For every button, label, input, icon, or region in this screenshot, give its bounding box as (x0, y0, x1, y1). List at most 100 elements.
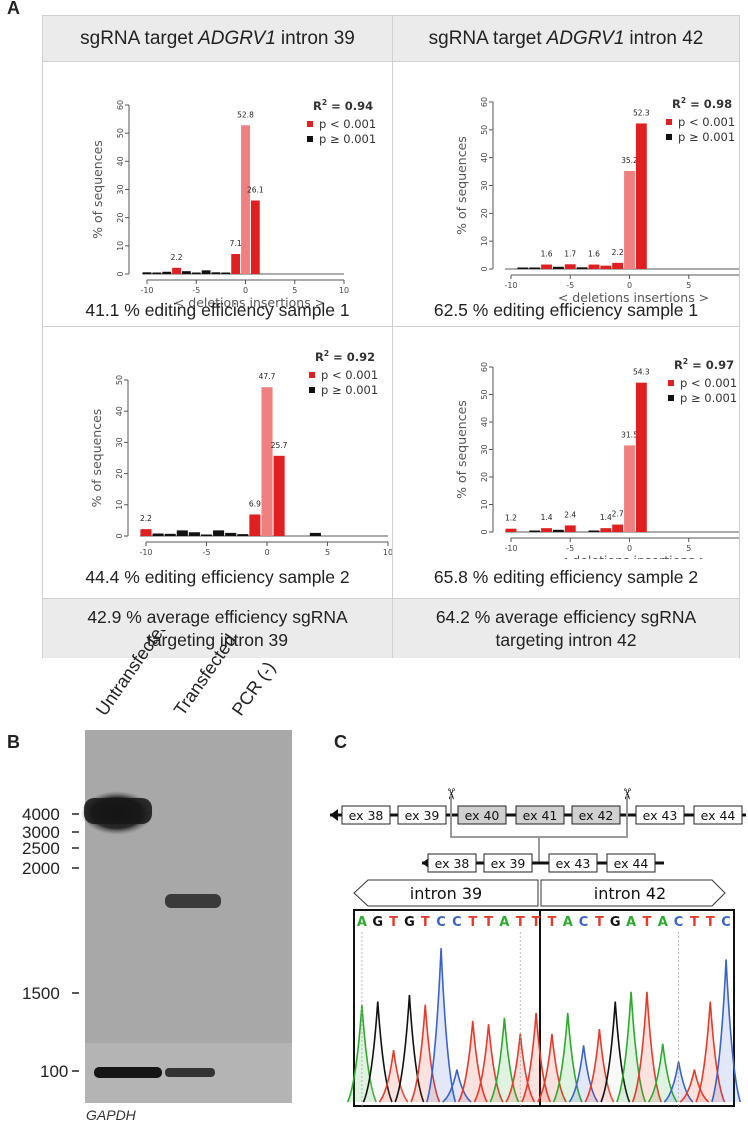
bar (164, 533, 176, 536)
legend-swatch (307, 136, 313, 142)
legend-entry: p ≥ 0.001 (319, 132, 376, 146)
bar (261, 387, 273, 536)
trace-peak (410, 1004, 441, 1103)
bar (231, 254, 241, 274)
exon-label: ex 43 (643, 808, 678, 823)
gene-name: ADGRV1 (198, 27, 276, 49)
bar (250, 200, 260, 274)
y-tick-label: 40 (116, 156, 125, 166)
r-squared-symbol: R (313, 99, 322, 113)
bar-value-label: 2.4 (564, 510, 576, 519)
lane-label: Untransfected (92, 630, 173, 719)
bar-value-label: 52.3 (633, 108, 650, 117)
y-tick-label: 50 (115, 375, 124, 385)
y-axis-label: % of sequences (89, 409, 104, 508)
row-divider (43, 326, 739, 327)
x-tick-label: 10 (339, 286, 349, 295)
base-call: C (579, 915, 589, 930)
panel-b-label: B (7, 732, 20, 752)
y-tick-label: 30 (480, 444, 489, 454)
x-axis-label: < deletions insertions > (195, 557, 346, 559)
r-squared-value: = 0.98 (686, 97, 732, 111)
exon-label: ex 44 (614, 856, 649, 871)
bar-value-label: 35.2 (621, 156, 638, 165)
direction-arrow (330, 809, 338, 821)
gapdh-band-transfected (165, 1068, 215, 1077)
y-axis-label: % of sequences (90, 140, 105, 239)
exon-label: ex 38 (435, 856, 470, 871)
bar (201, 270, 211, 274)
x-tick-label: 5 (686, 544, 691, 553)
exon-box (606, 853, 656, 873)
x-tick-label: 0 (264, 548, 269, 557)
base-call: A (658, 915, 668, 930)
scissors-icon: ✂ (618, 788, 636, 801)
x-tick-label: 5 (292, 286, 297, 295)
lane-label: PCR (-) (228, 658, 279, 719)
intron-39-label: intron 39 (410, 884, 482, 903)
exon-label: ex 42 (579, 808, 614, 823)
bar (588, 264, 600, 269)
legend-swatch (307, 121, 313, 127)
bar (517, 267, 529, 269)
efficiency-text: 41.1 % editing efficiency sample 1 (85, 300, 350, 320)
header-text: intron 39 (280, 27, 355, 49)
exon-label: ex 40 (465, 808, 500, 823)
bar-value-label: 52.8 (237, 110, 254, 119)
y-tick-label: 60 (480, 97, 489, 107)
bar (241, 125, 250, 274)
r-squared-value: = 0.92 (329, 350, 375, 364)
base-call: C (721, 915, 731, 930)
y-axis-label: % of sequences (454, 136, 469, 235)
y-tick-label: 40 (480, 153, 489, 163)
bar-value-label: 2.2 (612, 248, 624, 257)
x-tick-label: -10 (139, 548, 152, 557)
axes: 0 10 20 30 40 50 % of sequences -10 -5 0 5 10 < dele… (89, 375, 392, 559)
panel-c-label: C (334, 732, 347, 752)
size-marker: 2000 (22, 859, 60, 878)
trace-peak (426, 948, 457, 1103)
row-divider (43, 598, 739, 599)
legend-swatch (666, 134, 672, 140)
trace-peak (457, 1020, 488, 1103)
y-tick-label: 20 (116, 213, 125, 223)
bar (576, 267, 588, 269)
y-tick-label: 50 (480, 389, 489, 399)
trace-peak (679, 1069, 710, 1103)
y-tick-label: 20 (480, 208, 489, 218)
y-tick-label: 0 (115, 533, 124, 538)
trace-peak (442, 1069, 472, 1103)
bar (237, 534, 249, 536)
header-intron39: sgRNA target ADGRV1 intron 39 (43, 16, 392, 62)
bar-value-label: 7.1 (230, 239, 242, 248)
superscript: 2 (324, 349, 329, 358)
bar (172, 267, 181, 274)
bar-value-label: 25.7 (271, 441, 288, 450)
average-line: targeting intron 39 (146, 629, 289, 650)
y-tick-label: 20 (115, 469, 124, 479)
superscript: 2 (683, 357, 688, 366)
trace-peak (616, 991, 647, 1103)
bar-value-label: 2.7 (612, 510, 624, 519)
scissors-icon: ✂ (442, 788, 460, 801)
y-tick-label: 30 (116, 184, 125, 194)
exon-label: ex 39 (405, 808, 440, 823)
exon-box (693, 805, 743, 825)
bar (612, 524, 624, 532)
header-intron42: sgRNA target ADGRV1 intron 42 (393, 16, 739, 62)
superscript: 2 (322, 98, 327, 107)
bar (152, 533, 164, 536)
base-call: C (436, 915, 446, 930)
exon-label: ex 44 (701, 808, 736, 823)
base-call: C (674, 915, 684, 930)
y-tick-label: 0 (480, 266, 489, 271)
average-efficiency-intron42: 64.2 % average efficiency sgRNA targeting… (393, 599, 739, 658)
base-call: T (421, 915, 430, 930)
x-tick-label: -5 (566, 281, 574, 290)
legend-swatch (668, 395, 674, 401)
size-marker: 3000 (22, 823, 60, 842)
bar (249, 514, 261, 536)
efficiency-text: 65.8 % editing efficiency sample 2 (433, 567, 699, 587)
bar-value-label: 1.4 (541, 513, 553, 522)
